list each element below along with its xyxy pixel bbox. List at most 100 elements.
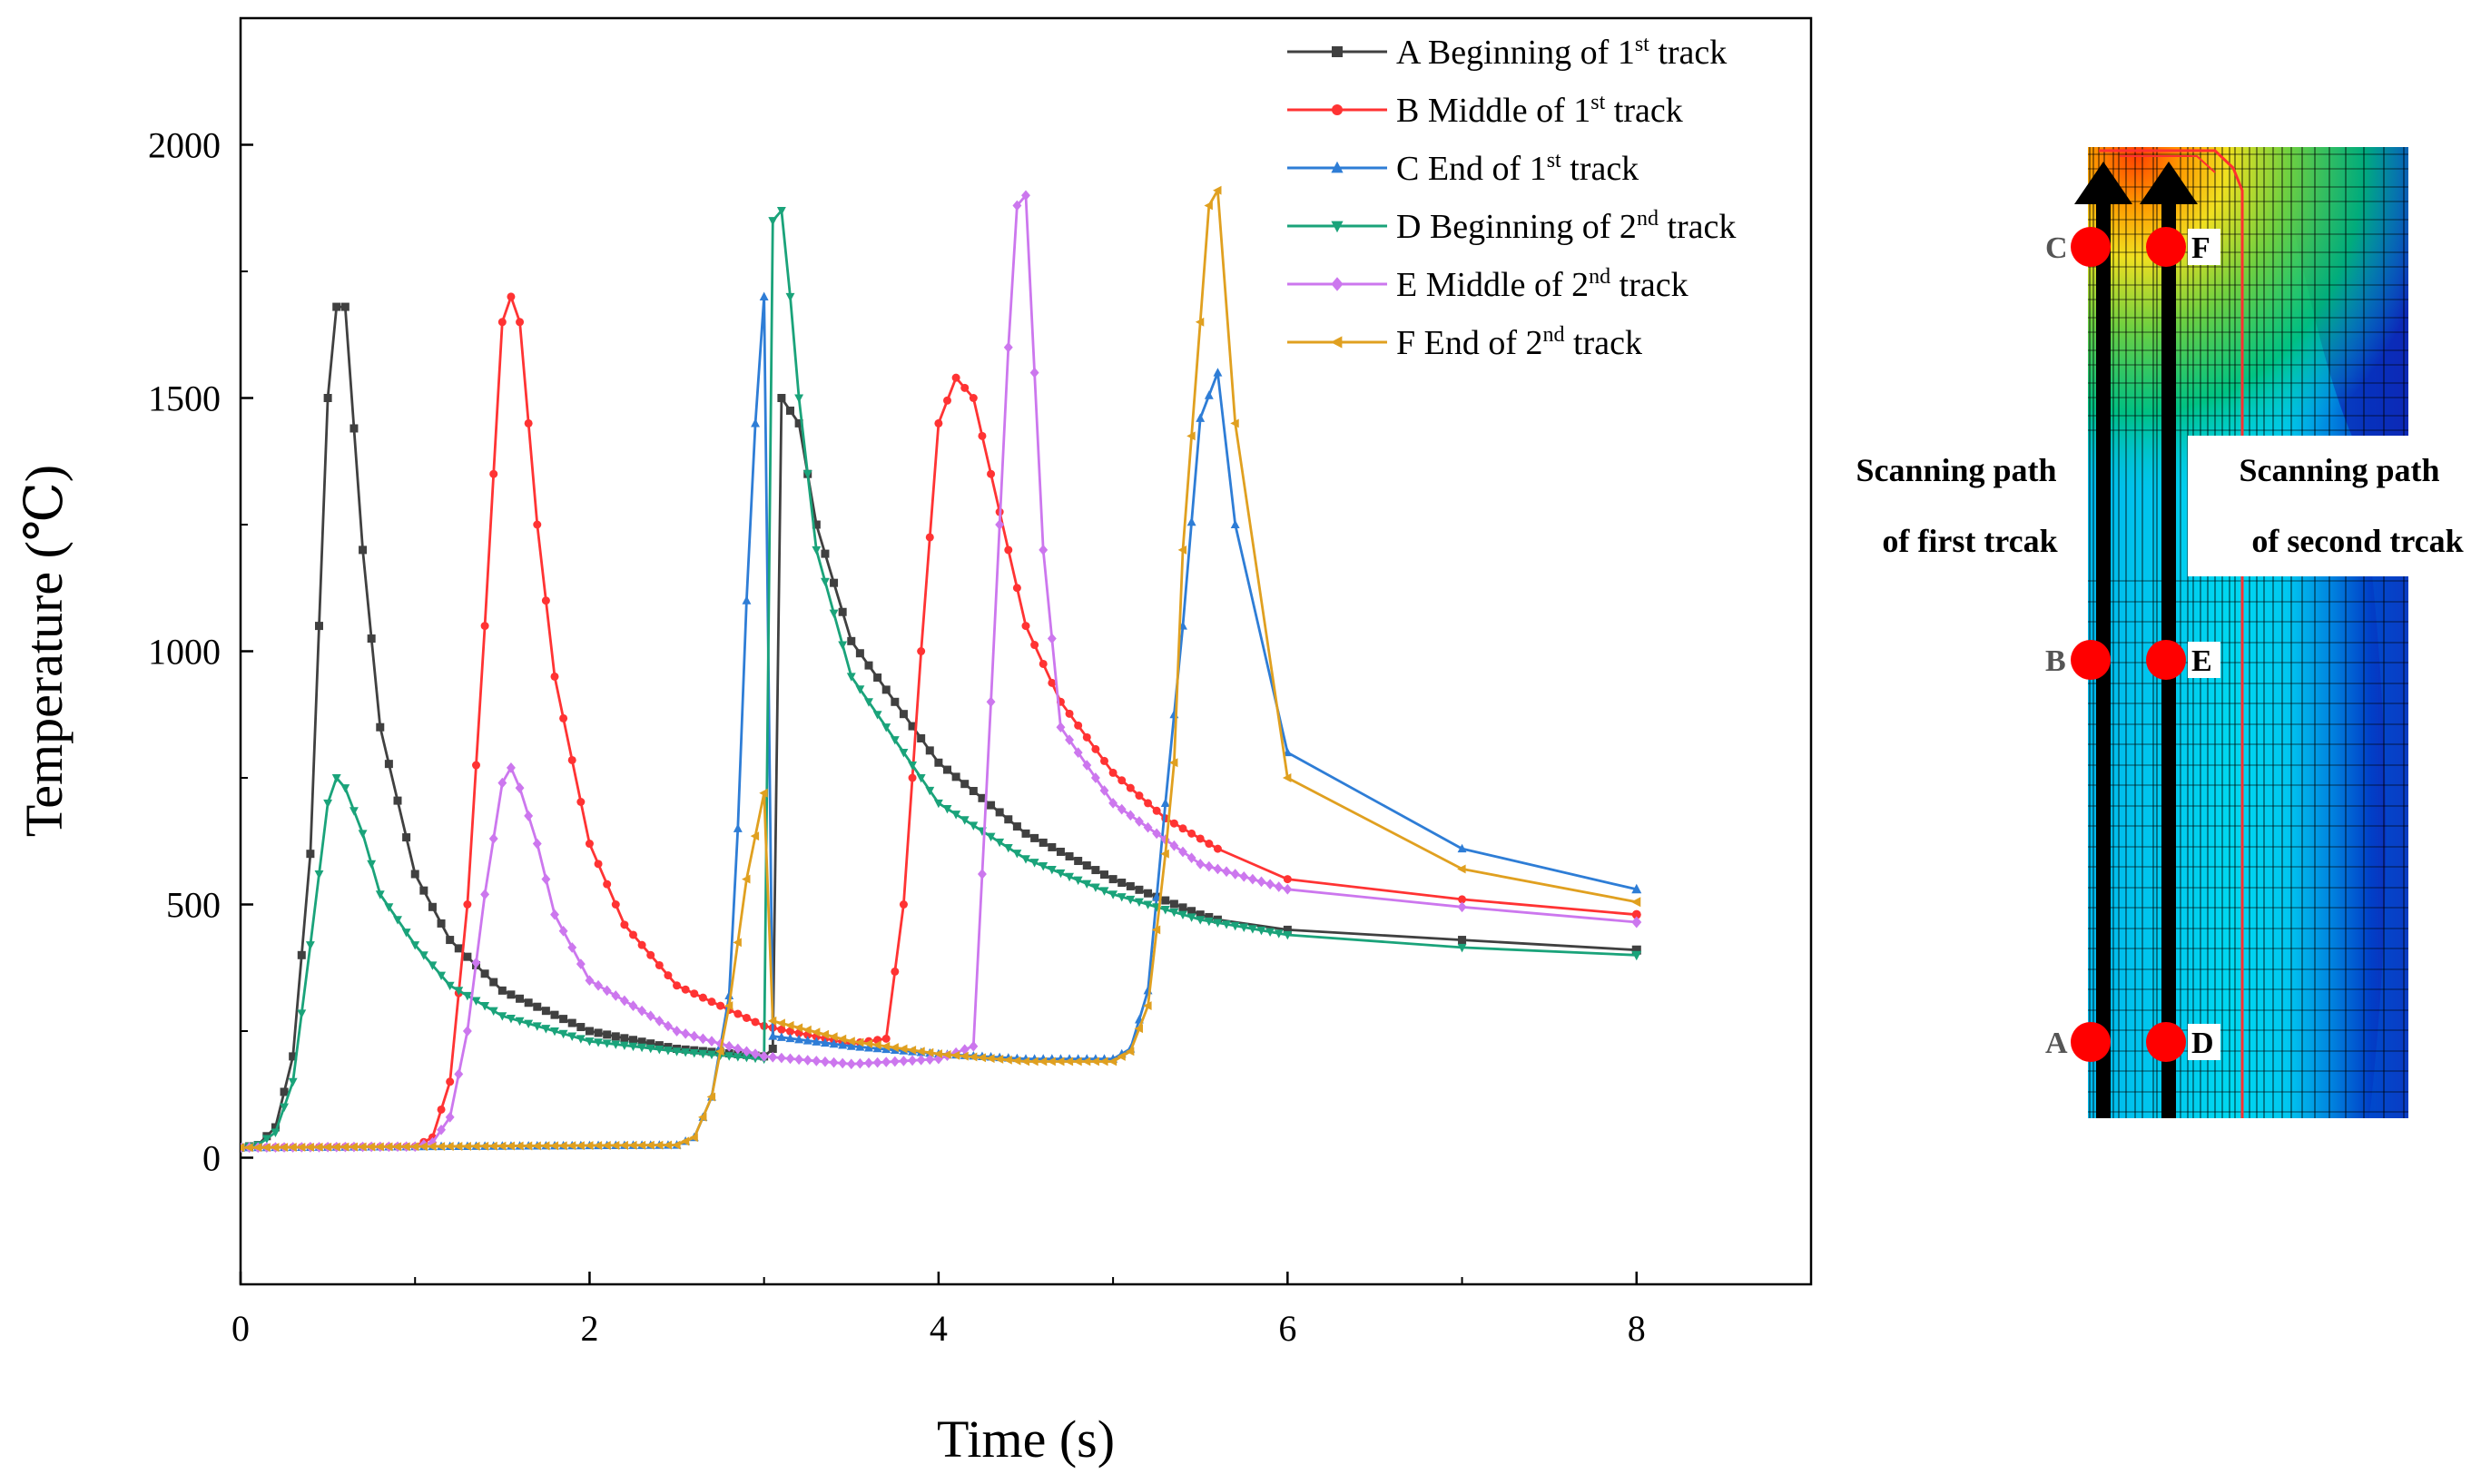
data-point [673, 981, 682, 990]
data-point [706, 1092, 716, 1102]
data-point [541, 1025, 551, 1034]
map-lower-contour [2365, 508, 2408, 1118]
data-point [785, 1033, 795, 1043]
data-point [603, 1030, 612, 1039]
data-point [1213, 844, 1222, 853]
data-point [489, 978, 498, 987]
data-point [533, 520, 542, 529]
data-point [672, 1047, 682, 1056]
data-point [891, 967, 900, 976]
data-point [917, 647, 926, 655]
data-point [1222, 866, 1232, 878]
data-point [1186, 431, 1196, 441]
data-point [349, 807, 359, 816]
data-point [785, 1020, 794, 1030]
data-point [1186, 913, 1196, 922]
data-point [881, 723, 891, 732]
data-point [1064, 1056, 1074, 1066]
data-point [462, 1026, 472, 1037]
data-point [619, 1041, 629, 1051]
data-point [821, 549, 830, 558]
data-point [977, 869, 987, 880]
series-d [241, 206, 1642, 1153]
data-point [742, 1013, 751, 1022]
y-tick-label: 2000 [148, 125, 221, 166]
data-point [663, 1140, 672, 1150]
data-point [995, 838, 1005, 848]
data-point [724, 1052, 734, 1061]
data-point [1012, 200, 1022, 211]
data-point [296, 1142, 306, 1152]
data-point [261, 1143, 271, 1153]
data-point [1100, 870, 1108, 880]
data-point [515, 1017, 525, 1027]
data-point [480, 889, 490, 900]
data-point [681, 1048, 691, 1057]
data-point [664, 971, 673, 980]
legend-label: F End of 2nd track [1396, 323, 1642, 362]
point-b-label: B [2045, 644, 2066, 678]
data-point [393, 796, 402, 805]
label-first-track-line1: Scanning path [1856, 452, 2056, 488]
data-point [820, 1056, 830, 1067]
data-point [724, 1001, 733, 1011]
data-point [1100, 756, 1108, 765]
data-point [960, 780, 970, 789]
data-point [1074, 857, 1083, 866]
data-point [506, 1015, 516, 1024]
data-point [418, 951, 428, 960]
data-point [331, 1142, 340, 1152]
data-point [611, 1032, 620, 1041]
data-point [515, 782, 525, 794]
data-point [1012, 822, 1021, 831]
data-point [594, 1038, 604, 1047]
data-point [462, 1141, 471, 1151]
data-point [497, 318, 507, 327]
data-point [1283, 930, 1293, 940]
data-point [776, 206, 786, 216]
data-point [541, 596, 550, 605]
data-point [637, 940, 646, 949]
data-point [1117, 776, 1127, 785]
data-point [1029, 367, 1039, 378]
data-point [384, 903, 394, 912]
data-point [611, 990, 621, 1001]
data-point [1135, 885, 1144, 894]
data-point [908, 1055, 918, 1066]
data-point [1108, 890, 1118, 899]
data-point [366, 1142, 376, 1152]
data-point [1204, 917, 1214, 927]
point-a-marker [2071, 1022, 2111, 1062]
data-point [820, 577, 830, 587]
data-point [986, 696, 996, 708]
data-point [1247, 925, 1257, 934]
data-point [751, 1048, 761, 1059]
data-point [550, 1010, 559, 1019]
data-point [1213, 185, 1222, 195]
data-point [987, 469, 996, 478]
data-point [698, 1033, 708, 1045]
data-point [497, 986, 507, 995]
data-point [960, 816, 970, 825]
data-point [1065, 872, 1075, 882]
data-point [1178, 910, 1187, 920]
data-point [1090, 1056, 1099, 1066]
data-point [899, 710, 908, 719]
label-first-track-line2: of first trcak [1882, 523, 2057, 559]
data-point [794, 418, 803, 428]
data-point [724, 1040, 734, 1052]
data-point [244, 1143, 253, 1153]
legend-item-e: E Middle of 2nd track [1287, 265, 1688, 304]
data-point [995, 808, 1004, 817]
data-point [314, 870, 324, 880]
data-point [863, 1039, 873, 1048]
data-point [620, 1034, 629, 1043]
data-point [602, 1039, 612, 1048]
legend-item-d: D Beginning of 2nd track [1287, 207, 1736, 246]
data-point [480, 622, 489, 631]
data-point [1073, 876, 1083, 886]
data-point [1230, 869, 1240, 880]
point-c: C [2045, 227, 2111, 267]
data-point [524, 998, 533, 1007]
data-point [367, 634, 376, 644]
